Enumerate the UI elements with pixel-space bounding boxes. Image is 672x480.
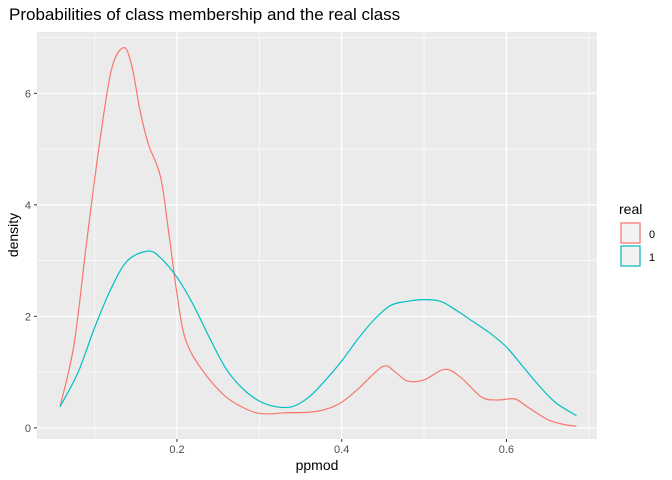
legend-key-1 — [620, 245, 641, 267]
x-tick-label: 0.4 — [334, 444, 349, 456]
legend-label-1: 1 — [649, 252, 655, 264]
legend-title: real — [619, 201, 642, 217]
legend: real 0 1 — [619, 201, 655, 267]
legend-swatch-1 — [620, 245, 641, 267]
x-tick-label: 0.2 — [169, 444, 184, 456]
legend-label-0: 0 — [649, 229, 655, 241]
y-tick-label: 2 — [25, 311, 31, 323]
y-tick-label: 6 — [25, 88, 31, 100]
y-axis: 0 2 4 6 — [25, 88, 37, 435]
y-tick-label: 4 — [25, 200, 31, 212]
grid-minor — [37, 32, 597, 439]
grid-major — [37, 32, 597, 439]
series-layer — [59, 47, 577, 427]
plot-panel — [37, 32, 597, 439]
x-axis: 0.2 0.4 0.6 — [169, 439, 514, 456]
y-tick-label: 0 — [25, 423, 31, 435]
legend-key-0 — [620, 222, 641, 244]
x-tick-label: 0.6 — [499, 444, 514, 456]
chart-title: Probabilities of class membership and th… — [9, 5, 400, 24]
density-line-1 — [59, 250, 577, 417]
y-axis-title: density — [5, 213, 21, 257]
density-line-0 — [59, 47, 577, 427]
legend-swatch-0 — [620, 222, 641, 244]
x-axis-title: ppmod — [296, 457, 339, 473]
